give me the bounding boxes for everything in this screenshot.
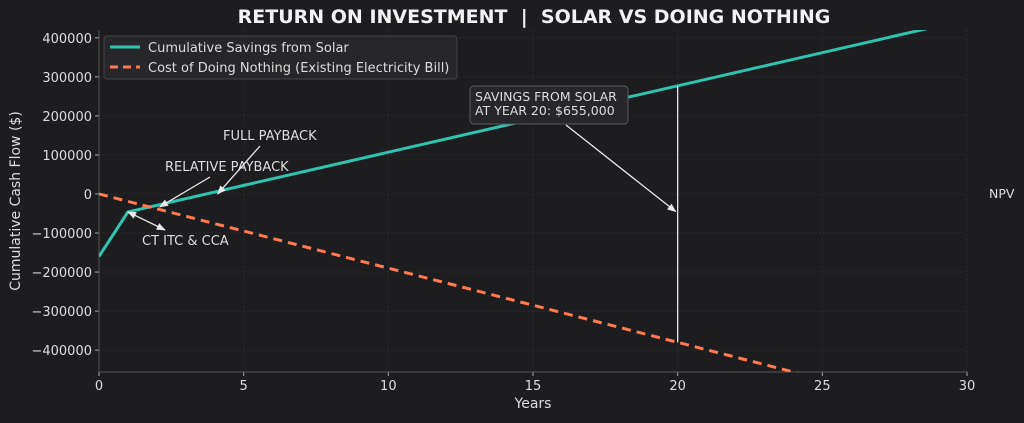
x-tick-label: 15 — [525, 379, 542, 394]
chart-title: RETURN ON INVESTMENT | SOLAR VS DOING NO… — [238, 6, 831, 28]
annotation-itc: CT ITC & CCA — [142, 234, 229, 249]
grid — [98, 30, 968, 372]
full-payback-arrow — [217, 145, 261, 195]
y-tick-label: 0 — [84, 188, 92, 203]
legend: Cumulative Savings from Solar Cost of Do… — [103, 35, 458, 80]
annotations: CT ITC & CCA RELATIVE PAYBACK FULL PAYBACK… — [127, 85, 1015, 249]
x-tick-label: 0 — [95, 379, 103, 394]
savings-box — [469, 85, 629, 125]
y-tick-label: −300000 — [31, 305, 92, 320]
y-axis-label: Cumulative Cash Flow ($) — [8, 111, 24, 291]
annotation-savings-line: SAVINGS FROM SOLAR — [475, 89, 617, 104]
y-tick-label: 200000 — [42, 110, 92, 125]
y-tick-label: −100000 — [31, 227, 92, 242]
y-tick-label: −400000 — [31, 344, 92, 359]
annotation-relative-payback: RELATIVE PAYBACK — [165, 160, 289, 175]
relative-payback-arrow — [158, 176, 211, 208]
y-tick-label: 100000 — [42, 149, 92, 164]
x-tick-label: 5 — [240, 379, 248, 394]
legend-label-nothing: Cost of Doing Nothing (Existing Electric… — [148, 61, 449, 76]
savings-arrow — [565, 124, 677, 213]
x-tick-label: 25 — [814, 379, 831, 394]
x-axis-label: Years — [514, 396, 552, 412]
axes: 0 5 10 15 20 25 30 −400000 −300000 −200000 −100000… — [31, 30, 975, 394]
annotation-full-payback: FULL PAYBACK — [223, 129, 317, 144]
x-tick-label: 20 — [669, 379, 686, 394]
x-tick-label: 30 — [959, 379, 976, 394]
y-tick-label: 300000 — [42, 71, 92, 86]
x-tick-label: 10 — [380, 379, 397, 394]
annotation-npv: NPV — [989, 186, 1015, 201]
legend-label-solar: Cumulative Savings from Solar — [148, 41, 349, 56]
itc-arrow — [127, 211, 166, 231]
y-tick-label: 400000 — [42, 32, 92, 47]
y-tick-label: −200000 — [31, 266, 92, 281]
annotation-savings-line: AT YEAR 20: $655,000 — [475, 103, 615, 118]
